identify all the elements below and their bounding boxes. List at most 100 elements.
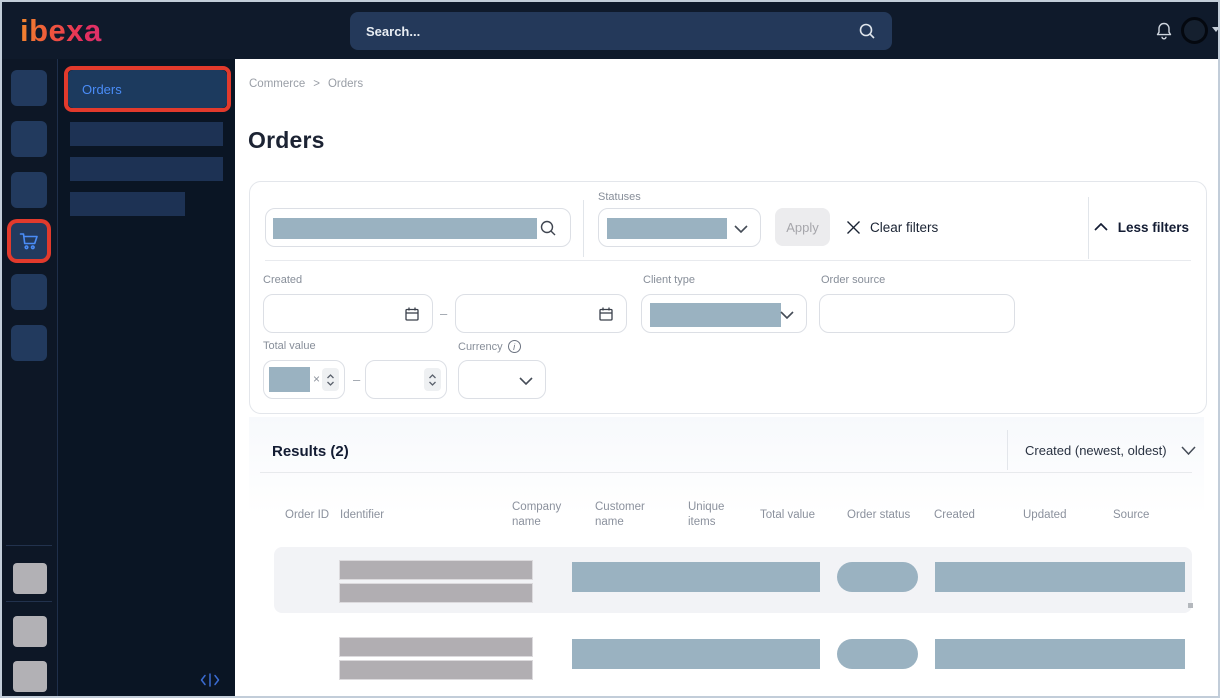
chevron-down-icon <box>519 377 533 385</box>
rail-divider <box>6 601 52 602</box>
sidebar-item-placeholder[interactable] <box>70 122 223 146</box>
ibexa-logo: ibexa <box>20 13 102 48</box>
filter-search-input[interactable] <box>265 208 571 247</box>
statuses-label: Statuses <box>598 191 641 203</box>
sidebar-item-orders[interactable]: Orders <box>68 70 227 108</box>
rail-item-3[interactable] <box>11 172 47 208</box>
sidebar-item-placeholder[interactable] <box>70 192 185 216</box>
search-icon[interactable] <box>858 22 876 40</box>
sidebar-item-orders-label: Orders <box>82 81 122 97</box>
sort-value: Created (newest, oldest) <box>1025 442 1167 458</box>
filters-panel: Statuses Apply Clear filters Less fi <box>249 181 1207 414</box>
column-header-customer-name: Customer name <box>595 501 645 528</box>
rail-divider <box>6 545 52 546</box>
rail-bottom-item-2[interactable] <box>13 616 47 647</box>
breadcrumb-separator: > <box>313 78 320 90</box>
filters-row-divider <box>265 260 1191 261</box>
status-badge-placeholder <box>837 562 918 592</box>
identifier-placeholder <box>339 637 533 657</box>
resize-handle[interactable] <box>1188 603 1193 608</box>
cell-placeholder <box>572 639 820 669</box>
cell-placeholder <box>572 562 820 592</box>
total-value-min-input[interactable]: × <box>263 360 345 399</box>
calendar-icon[interactable] <box>598 306 614 322</box>
clear-filters-button[interactable]: Clear filters <box>846 208 938 246</box>
results-heading: Results (2) <box>272 443 349 460</box>
less-filters-label: Less filters <box>1117 219 1189 235</box>
column-header-order-id: Order ID <box>285 508 330 521</box>
identifier-placeholder <box>339 560 533 580</box>
currency-label-group: Currency i <box>458 340 521 353</box>
results-divider <box>260 472 1192 473</box>
table-row[interactable] <box>274 547 1192 613</box>
order-source-label: Order source <box>821 274 886 286</box>
order-source-field[interactable] <box>820 295 1014 332</box>
page-title: Orders <box>248 127 325 153</box>
search-icon <box>539 219 557 237</box>
topbar: ibexa <box>2 2 1218 59</box>
clear-value-icon[interactable]: × <box>313 372 321 386</box>
sidebar-item-placeholder[interactable] <box>70 157 223 181</box>
total-value-max-input[interactable] <box>365 360 447 399</box>
sort-control[interactable]: Created (newest, oldest) <box>1007 430 1196 470</box>
less-filters-toggle[interactable]: Less filters <box>1094 208 1189 246</box>
main-content: Commerce > Orders Orders Statuses <box>235 59 1218 696</box>
column-header-unique-items: Unique items <box>688 501 725 528</box>
info-icon[interactable]: i <box>507 340 521 353</box>
column-header-updated: Updated <box>1023 508 1067 521</box>
annotation-highlight-orders: Orders <box>64 66 231 112</box>
column-header-company-name: Company name <box>512 501 562 528</box>
column-header-order-status: Order status <box>847 508 911 521</box>
shopping-cart-icon <box>17 229 41 253</box>
number-stepper[interactable] <box>424 368 441 391</box>
statuses-value-placeholder <box>607 218 727 239</box>
currency-label: Currency <box>458 340 503 353</box>
rail-bottom-item-3[interactable] <box>13 661 47 692</box>
created-to-input[interactable] <box>455 294 627 333</box>
identifier-placeholder <box>339 660 533 680</box>
user-avatar[interactable] <box>1181 17 1208 44</box>
created-label: Created <box>263 274 303 286</box>
range-dash: – <box>440 306 448 321</box>
column-header-created: Created <box>934 508 975 521</box>
column-header-source: Source <box>1113 508 1150 521</box>
clear-filters-label: Clear filters <box>870 219 939 235</box>
chevron-down-icon <box>734 225 748 233</box>
number-stepper[interactable] <box>322 368 339 391</box>
currency-dropdown[interactable] <box>458 360 546 399</box>
search-input[interactable] <box>366 23 858 39</box>
side-menu: Orders <box>57 59 235 696</box>
rail-item-commerce[interactable] <box>11 223 47 259</box>
statuses-dropdown[interactable] <box>598 208 761 247</box>
calendar-icon[interactable] <box>404 306 420 322</box>
chevron-down-icon <box>780 311 794 319</box>
total-value-label: Total value <box>263 340 316 352</box>
status-badge-placeholder <box>837 639 918 669</box>
global-search[interactable] <box>350 12 892 50</box>
identifier-placeholder <box>339 583 533 603</box>
bell-icon[interactable] <box>1154 21 1174 41</box>
rail-item-5[interactable] <box>11 274 47 310</box>
filter-divider <box>583 200 584 257</box>
rail-item-6[interactable] <box>11 325 47 361</box>
range-dash: – <box>353 372 361 387</box>
rail-item-2[interactable] <box>11 121 47 157</box>
order-source-input[interactable] <box>819 294 1015 333</box>
sort-divider <box>1007 430 1008 470</box>
client-type-label: Client type <box>643 274 695 286</box>
chevron-down-icon <box>1181 445 1196 455</box>
rail-bottom-item-1[interactable] <box>13 563 47 594</box>
created-from-input[interactable] <box>263 294 433 333</box>
rail-item-1[interactable] <box>11 70 47 106</box>
filter-divider <box>1088 197 1089 259</box>
user-menu-caret-icon[interactable] <box>1212 27 1218 32</box>
cell-placeholder <box>935 562 1185 592</box>
breadcrumb-orders[interactable]: Orders <box>327 78 364 90</box>
table-row[interactable] <box>274 624 1192 690</box>
sidebar-collapse-icon[interactable] <box>199 672 221 688</box>
client-type-dropdown[interactable] <box>641 294 807 333</box>
apply-button[interactable]: Apply <box>775 208 830 246</box>
breadcrumb-commerce[interactable]: Commerce <box>249 78 306 90</box>
client-type-value-placeholder <box>650 303 781 327</box>
